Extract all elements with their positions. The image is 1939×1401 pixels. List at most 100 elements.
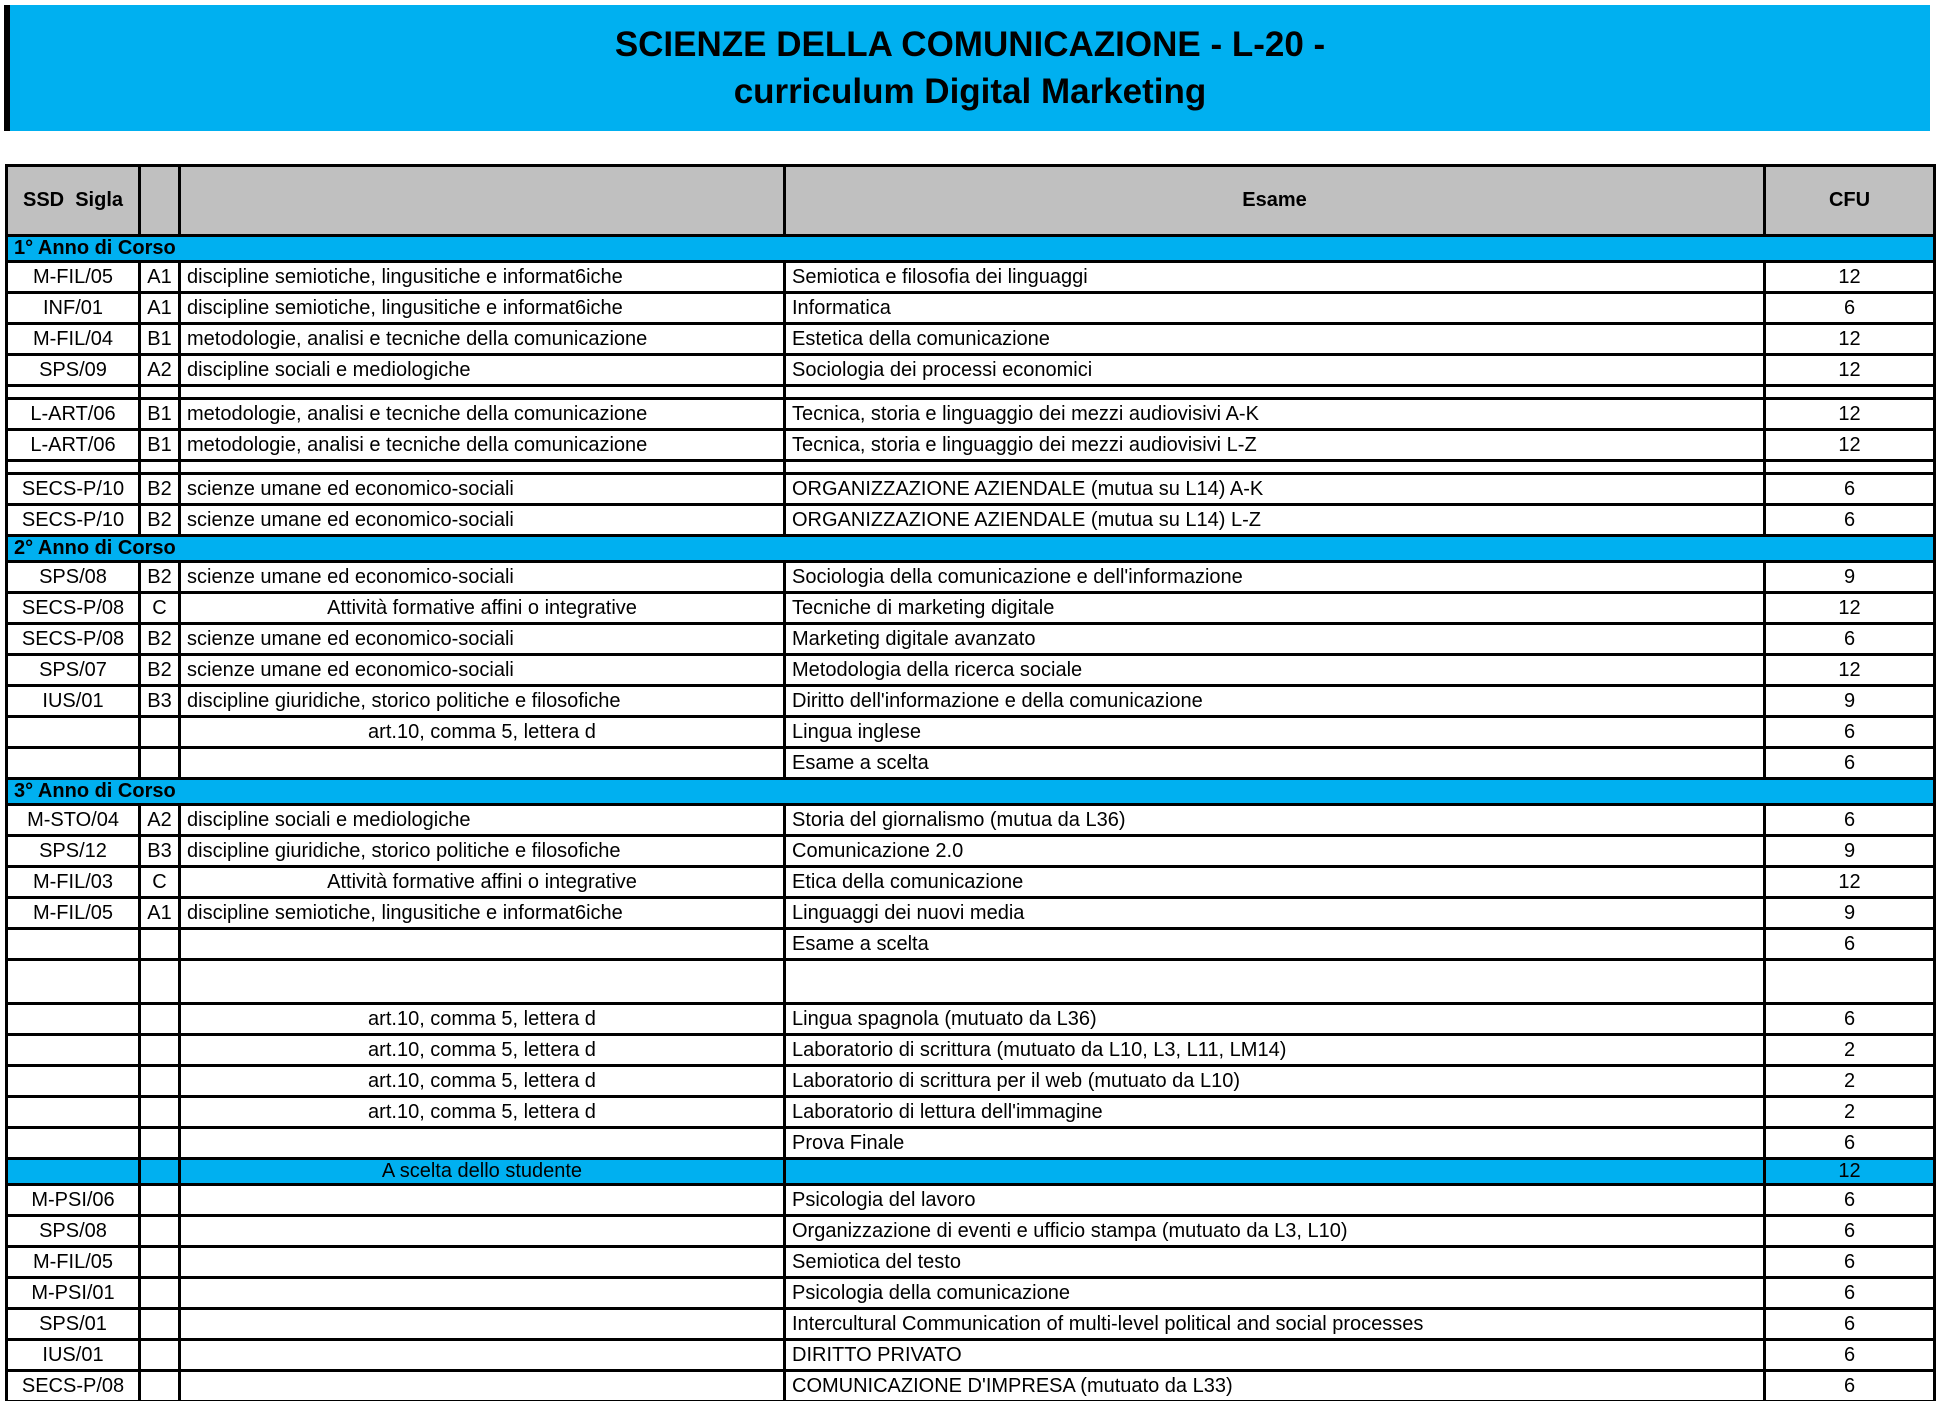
cfu-cell: 6 <box>1763 1245 1936 1279</box>
esame-cell: Diritto dell'informazione e della comuni… <box>783 684 1766 718</box>
table-row: art.10, comma 5, lettera d Laboratorio di… <box>5 1033 1936 1067</box>
esame-cell: Metodologia della ricerca sociale <box>783 653 1766 687</box>
table-row: M-FIL/03 C Attività formative affini o int… <box>5 865 1936 899</box>
cfu-cell: 6 <box>1763 1369 1936 1401</box>
esame-cell: Tecnica, storia e linguaggio dei mezzi a… <box>783 428 1766 462</box>
sigla-cell: C <box>138 591 181 625</box>
ssd-cell: M-FIL/05 <box>5 260 141 294</box>
ssd-cell <box>5 459 141 475</box>
table-row: 3° Anno di Corso <box>5 777 1936 806</box>
area-cell: art.10, comma 5, lettera d <box>178 715 786 749</box>
ssd-cell <box>5 927 141 961</box>
cfu-cell: 9 <box>1763 834 1936 868</box>
table-row: Esame a scelta 6 <box>5 927 1936 961</box>
esame-cell: Semiotica e filosofia dei linguaggi <box>783 260 1766 294</box>
header-ssd-sigla: SSD Sigla <box>5 164 141 237</box>
ssd-cell: SECS-P/08 <box>5 622 141 656</box>
sigla-cell <box>138 1338 181 1372</box>
ssd-cell: SPS/08 <box>5 1214 141 1248</box>
ssd-cell <box>5 746 141 780</box>
sigla-cell: A1 <box>138 896 181 930</box>
table-row: M-PSI/06 Psicologia del lavoro 6 <box>5 1183 1936 1217</box>
header-empty-narrow <box>138 164 181 237</box>
cfu-cell: 12 <box>1763 1157 1936 1186</box>
ssd-cell <box>5 1126 141 1160</box>
table-row: SECS-P/10 B2 scienze umane ed economico-so… <box>5 503 1936 537</box>
cfu-cell: 2 <box>1763 1095 1936 1129</box>
ssd-cell: M-FIL/05 <box>5 1245 141 1279</box>
table-row: A scelta dello studente 12 <box>5 1157 1936 1186</box>
ssd-cell <box>5 1064 141 1098</box>
ssd-cell: INF/01 <box>5 291 141 325</box>
table-row: Esame a scelta 6 <box>5 746 1936 780</box>
sigla-cell <box>138 1157 181 1186</box>
sigla-cell <box>138 1033 181 1067</box>
cfu-cell: 12 <box>1763 260 1936 294</box>
table-row: SECS-P/08 C Attività formative affini o in… <box>5 591 1936 625</box>
title-banner: SCIENZE DELLA COMUNICAZIONE - L-20 - cur… <box>4 5 1930 131</box>
ssd-cell <box>5 958 141 1005</box>
ssd-cell <box>5 1033 141 1067</box>
table-row: M-FIL/04 B1 metodologie, analisi e tecnich… <box>5 322 1936 356</box>
sigla-cell: B1 <box>138 428 181 462</box>
ssd-cell: SECS-P/08 <box>5 1369 141 1401</box>
table-row: art.10, comma 5, lettera d Lingua inglese… <box>5 715 1936 749</box>
ssd-cell: L-ART/06 <box>5 428 141 462</box>
cfu-cell: 6 <box>1763 1183 1936 1217</box>
esame-cell: Storia del giornalismo (mutua da L36) <box>783 803 1766 837</box>
header-empty-wide <box>178 164 786 237</box>
ssd-cell: L-ART/06 <box>5 397 141 431</box>
cfu-cell: 12 <box>1763 353 1936 387</box>
cfu-cell <box>1763 958 1936 1005</box>
table-row: M-FIL/05 A1 discipline semiotiche, lingusi… <box>5 896 1936 930</box>
cfu-cell: 6 <box>1763 1126 1936 1160</box>
table-row: SECS-P/10 B2 scienze umane ed economico-so… <box>5 472 1936 506</box>
table-row <box>5 384 1936 400</box>
table-row: SECS-P/08 COMUNICAZIONE D'IMPRESA (mutuat… <box>5 1369 1936 1401</box>
esame-cell: Psicologia della comunicazione <box>783 1276 1766 1310</box>
header-esame: Esame <box>783 164 1766 237</box>
table-row: SPS/08 B2 scienze umane ed economico-socia… <box>5 560 1936 594</box>
sigla-cell <box>138 1126 181 1160</box>
area-cell <box>178 1214 786 1248</box>
area-cell: scienze umane ed economico-sociali <box>178 653 786 687</box>
esame-cell: ORGANIZZAZIONE AZIENDALE (mutua su L14) … <box>783 472 1766 506</box>
cfu-cell: 6 <box>1763 503 1936 537</box>
esame-cell: Linguaggi dei nuovi media <box>783 896 1766 930</box>
table-row: M-PSI/01 Psicologia della comunicazione 6 <box>5 1276 1936 1310</box>
ssd-cell: SECS-P/10 <box>5 472 141 506</box>
cfu-cell: 9 <box>1763 560 1936 594</box>
sigla-cell: B3 <box>138 834 181 868</box>
ssd-cell <box>5 1157 141 1186</box>
year-section-label: 2° Anno di Corso <box>5 534 1936 563</box>
table-row: 2° Anno di Corso <box>5 534 1936 563</box>
esame-cell: Esame a scelta <box>783 746 1766 780</box>
table-row: art.10, comma 5, lettera d Lingua spagnol… <box>5 1002 1936 1036</box>
sigla-cell: A2 <box>138 803 181 837</box>
ssd-cell: IUS/01 <box>5 1338 141 1372</box>
esame-cell <box>783 1157 1766 1186</box>
cfu-cell: 12 <box>1763 653 1936 687</box>
sigla-cell: B3 <box>138 684 181 718</box>
sigla-cell <box>138 1307 181 1341</box>
area-cell: metodologie, analisi e tecniche della co… <box>178 322 786 356</box>
table-row: SECS-P/08 B2 scienze umane ed economico-so… <box>5 622 1936 656</box>
cfu-cell: 9 <box>1763 684 1936 718</box>
area-cell <box>178 1245 786 1279</box>
ssd-cell: M-FIL/05 <box>5 896 141 930</box>
table-row <box>5 958 1936 1005</box>
esame-cell: Marketing digitale avanzato <box>783 622 1766 656</box>
area-cell: discipline sociali e mediologiche <box>178 353 786 387</box>
sigla-cell <box>138 1095 181 1129</box>
esame-cell: Esame a scelta <box>783 927 1766 961</box>
area-cell <box>178 927 786 961</box>
curriculum-table: SSD Sigla Esame CFU 1° Anno di Corso M-FI… <box>5 164 1936 1401</box>
table-row <box>5 459 1936 475</box>
sigla-cell: B1 <box>138 322 181 356</box>
ssd-cell <box>5 1095 141 1129</box>
area-cell: scienze umane ed economico-sociali <box>178 503 786 537</box>
cfu-cell: 9 <box>1763 896 1936 930</box>
cfu-cell: 6 <box>1763 472 1936 506</box>
sigla-cell <box>138 746 181 780</box>
